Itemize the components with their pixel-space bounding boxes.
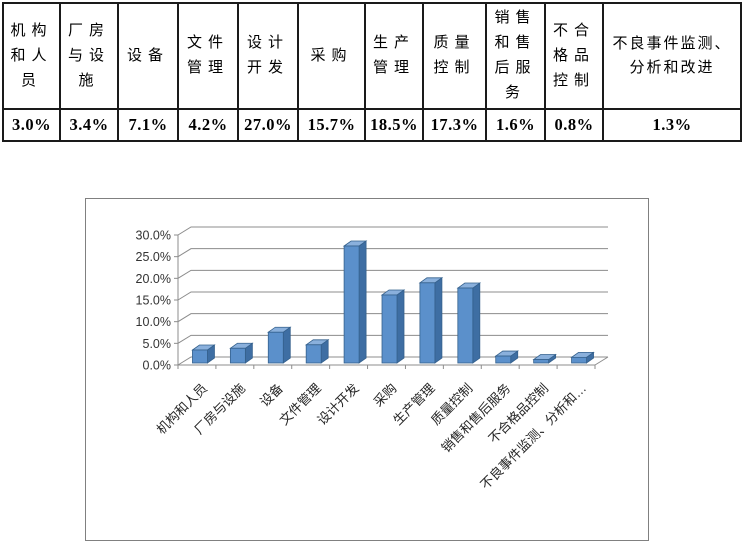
bar bbox=[304, 339, 330, 364]
table-header-cell: 厂房与设施 bbox=[59, 2, 119, 110]
table-header-cell: 质量控制 bbox=[422, 2, 487, 110]
bar bbox=[570, 351, 595, 364]
y-tick-label: 25.0% bbox=[136, 250, 171, 264]
table-header-cell: 不合格品控制 bbox=[544, 2, 604, 110]
bar bbox=[380, 289, 406, 364]
table-header-cell: 不良事件监测、分析和改进 bbox=[602, 2, 742, 110]
y-axis-tick-labels: 0.0% 5.0% 10.0% 15.0% 20.0% 25.0% 30.0% bbox=[136, 229, 171, 373]
bar bbox=[494, 350, 519, 364]
y-tick-label: 20.0% bbox=[136, 272, 171, 286]
table-value-cell: 15.7% bbox=[297, 108, 366, 142]
table-value-cell: 4.2% bbox=[177, 108, 239, 142]
table-header-cell: 机构和人员 bbox=[2, 2, 61, 110]
bars bbox=[191, 240, 595, 364]
y-tick-label: 30.0% bbox=[136, 229, 171, 243]
table-header-cell: 采购 bbox=[297, 2, 366, 110]
table-header-cell: 设备 bbox=[117, 2, 179, 110]
table-value-cell: 3.4% bbox=[59, 108, 119, 142]
table-header-cell: 设计开发 bbox=[237, 2, 299, 110]
table-header-cell: 生产管理 bbox=[364, 2, 424, 110]
table-value-cell: 1.6% bbox=[485, 108, 546, 142]
table-value-cell: 27.0% bbox=[237, 108, 299, 142]
category-percentage-table: 机构和人员 厂房与设施 设备 文件管理 设计开发 采购 生产管理 质量控制 销售和售后服务 不合格… bbox=[2, 2, 742, 142]
y-tick-label: 10.0% bbox=[136, 315, 171, 329]
x-category-label: 采购 bbox=[371, 381, 400, 410]
y-tick-label: 15.0% bbox=[136, 294, 171, 308]
x-category-label: 设备 bbox=[257, 381, 286, 410]
x-category-label: 设计开发 bbox=[314, 381, 361, 428]
bar bbox=[418, 277, 444, 364]
table-header-cell: 销售和售后服务 bbox=[485, 2, 546, 110]
bar bbox=[456, 282, 482, 364]
bar-chart-svg: 0.0% 5.0% 10.0% 15.0% 20.0% 25.0% 30.0% 机构和人员厂房… bbox=[136, 226, 609, 493]
table-header-row: 机构和人员 厂房与设施 设备 文件管理 设计开发 采购 生产管理 质量控制 销售和售后服务 不合格… bbox=[2, 2, 742, 110]
y-tick-label: 5.0% bbox=[143, 337, 172, 351]
table-value-cell: 17.3% bbox=[422, 108, 487, 142]
y-tick-label: 0.0% bbox=[143, 359, 172, 373]
table-header-cell: 文件管理 bbox=[177, 2, 239, 110]
bar bbox=[229, 342, 254, 364]
bar bbox=[267, 326, 292, 364]
table-value-cell: 1.3% bbox=[602, 108, 742, 142]
table-value-cell: 18.5% bbox=[364, 108, 424, 142]
bar-chart-panel: 0.0% 5.0% 10.0% 15.0% 20.0% 25.0% 30.0% 机构和人员 厂房… bbox=[85, 198, 649, 541]
table-value-cell: 0.8% bbox=[544, 108, 604, 142]
axes bbox=[174, 234, 596, 369]
table-value-row: 3.0% 3.4% 7.1% 4.2% 27.0% 15.7% 18.5% 17.3% 1.6%… bbox=[2, 108, 742, 142]
table-value-cell: 3.0% bbox=[2, 108, 61, 142]
table-value-cell: 7.1% bbox=[117, 108, 179, 142]
bar bbox=[532, 353, 557, 364]
bar bbox=[191, 344, 216, 364]
bar bbox=[342, 240, 368, 364]
gridlines bbox=[177, 226, 609, 366]
